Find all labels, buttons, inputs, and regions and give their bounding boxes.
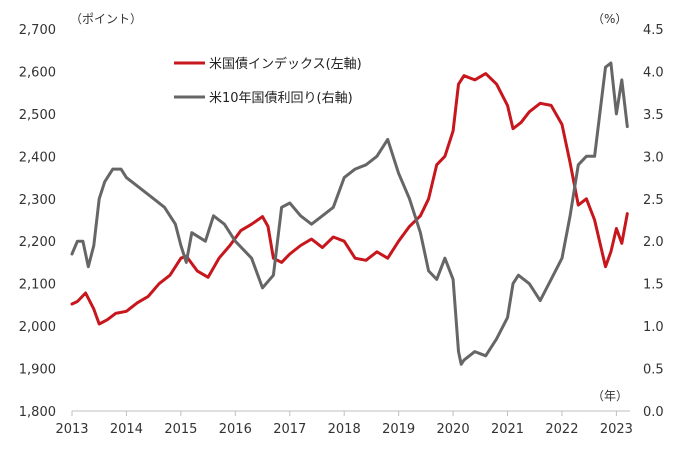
- left-tick-label: 2,300: [19, 193, 56, 208]
- x-tick-label: 2022: [545, 422, 578, 437]
- left-tick-label: 2,200: [19, 235, 56, 250]
- left-tick-label: 2,400: [19, 150, 56, 165]
- x-axis-unit: （年）: [592, 389, 628, 403]
- x-tick-label: 2020: [437, 422, 470, 437]
- right-tick-label: 3.0: [643, 150, 664, 165]
- legend: 米国債インデックス(左軸) 米10年国債利回り(右軸): [174, 56, 362, 106]
- x-tick-label: 2016: [219, 422, 252, 437]
- x-tick-label: 2019: [382, 422, 415, 437]
- legend-label-index: 米国債インデックス(左軸): [209, 56, 362, 72]
- left-axis-unit: （ポイント）: [70, 12, 142, 26]
- left-tick-label: 2,500: [19, 108, 56, 123]
- right-tick-label: 2.5: [643, 193, 664, 208]
- left-tick-label: 2,000: [19, 320, 56, 335]
- left-tick-label: 1,800: [19, 405, 56, 420]
- left-tick-label: 2,700: [19, 23, 56, 38]
- left-tick-label: 2,100: [19, 278, 56, 293]
- x-tick-label: 2023: [600, 422, 633, 437]
- left-tick-label: 2,600: [19, 65, 56, 80]
- x-tick-label: 2015: [164, 422, 197, 437]
- x-tick-label: 2014: [110, 422, 143, 437]
- x-axis: 2013 2014 2015 2016 2017 2018 2019 2020 2021 2022…: [55, 410, 633, 437]
- series-line-yield: [70, 61, 629, 366]
- right-axis-unit: （%）: [592, 12, 627, 26]
- right-tick-label: 4.5: [643, 23, 664, 38]
- series-line-index: [70, 72, 629, 326]
- right-tick-label: 0.0: [643, 405, 664, 420]
- right-tick-label: 3.5: [643, 108, 664, 123]
- x-tick-label: 2021: [491, 422, 524, 437]
- right-tick-label: 0.5: [643, 363, 664, 378]
- x-tick-label: 2018: [328, 422, 361, 437]
- right-tick-label: 1.0: [643, 320, 664, 335]
- right-tick-label: 4.0: [643, 65, 664, 80]
- left-tick-label: 1,900: [19, 363, 56, 378]
- x-tick-label: 2017: [273, 422, 306, 437]
- right-tick-label: 1.5: [643, 278, 664, 293]
- legend-label-yield: 米10年国債利回り(右軸): [209, 91, 353, 106]
- right-tick-label: 2.0: [643, 235, 664, 250]
- x-tick-label: 2013: [55, 422, 88, 437]
- left-axis: 1,800 1,900 2,000 2,100 2,200 2,300 2,400 2,500…: [19, 23, 56, 420]
- right-axis: 0.0 0.5 1.0 1.5 2.0 2.5 3.0 3.5 4.0 4.5: [643, 23, 664, 420]
- series-lines: [70, 61, 629, 366]
